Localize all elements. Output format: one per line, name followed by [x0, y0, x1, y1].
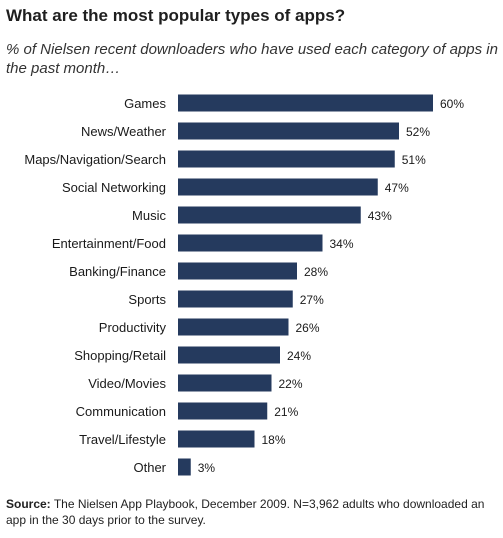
bar — [178, 458, 191, 476]
category-label: Sports — [128, 292, 166, 307]
category-label: Travel/Lifestyle — [79, 432, 166, 447]
bar — [178, 234, 323, 252]
bar — [178, 178, 378, 196]
value-label: 22% — [279, 377, 303, 391]
value-label: 43% — [368, 209, 392, 223]
value-label: 51% — [402, 153, 426, 167]
bar — [178, 430, 255, 448]
bar — [178, 262, 297, 280]
source-label: Source: — [6, 497, 51, 511]
value-label: 47% — [385, 181, 409, 195]
bar — [178, 318, 289, 336]
chart-title: What are the most popular types of apps? — [6, 6, 346, 25]
chart-subtitle: % of Nielsen recent downloaders who have… — [6, 41, 498, 77]
value-label: 28% — [304, 265, 328, 279]
value-label: 60% — [440, 97, 464, 111]
bar — [178, 346, 280, 364]
value-label: 26% — [296, 321, 320, 335]
category-label: Video/Movies — [88, 376, 166, 391]
value-label: 24% — [287, 349, 311, 363]
category-label: News/Weather — [81, 124, 167, 139]
category-label: Games — [124, 96, 166, 111]
bar — [178, 374, 272, 392]
bar — [178, 402, 268, 420]
category-label: Entertainment/Food — [52, 236, 166, 251]
value-label: 34% — [330, 237, 354, 251]
category-label: Social Networking — [62, 180, 166, 195]
value-label: 3% — [198, 461, 216, 475]
category-label: Maps/Navigation/Search — [24, 152, 166, 167]
bar — [178, 150, 395, 168]
category-label: Productivity — [99, 320, 167, 335]
category-label: Shopping/Retail — [74, 348, 166, 363]
bar — [178, 94, 433, 112]
category-label: Music — [132, 208, 166, 223]
value-label: 21% — [274, 405, 298, 419]
category-label: Communication — [76, 404, 166, 419]
category-label: Banking/Finance — [69, 264, 166, 279]
category-label: Other — [133, 460, 166, 475]
value-label: 52% — [406, 125, 430, 139]
value-label: 18% — [262, 433, 286, 447]
source-note: Source: The Nielsen App Playbook, Decemb… — [6, 496, 498, 528]
value-label: 27% — [300, 293, 324, 307]
bar — [178, 206, 361, 224]
bar — [178, 290, 293, 308]
bar-chart: Games 60% News/Weather 52% Maps/Navigation/S… — [24, 94, 464, 476]
bar — [178, 122, 399, 140]
source-text: The Nielsen App Playbook, December 2009.… — [6, 497, 485, 527]
